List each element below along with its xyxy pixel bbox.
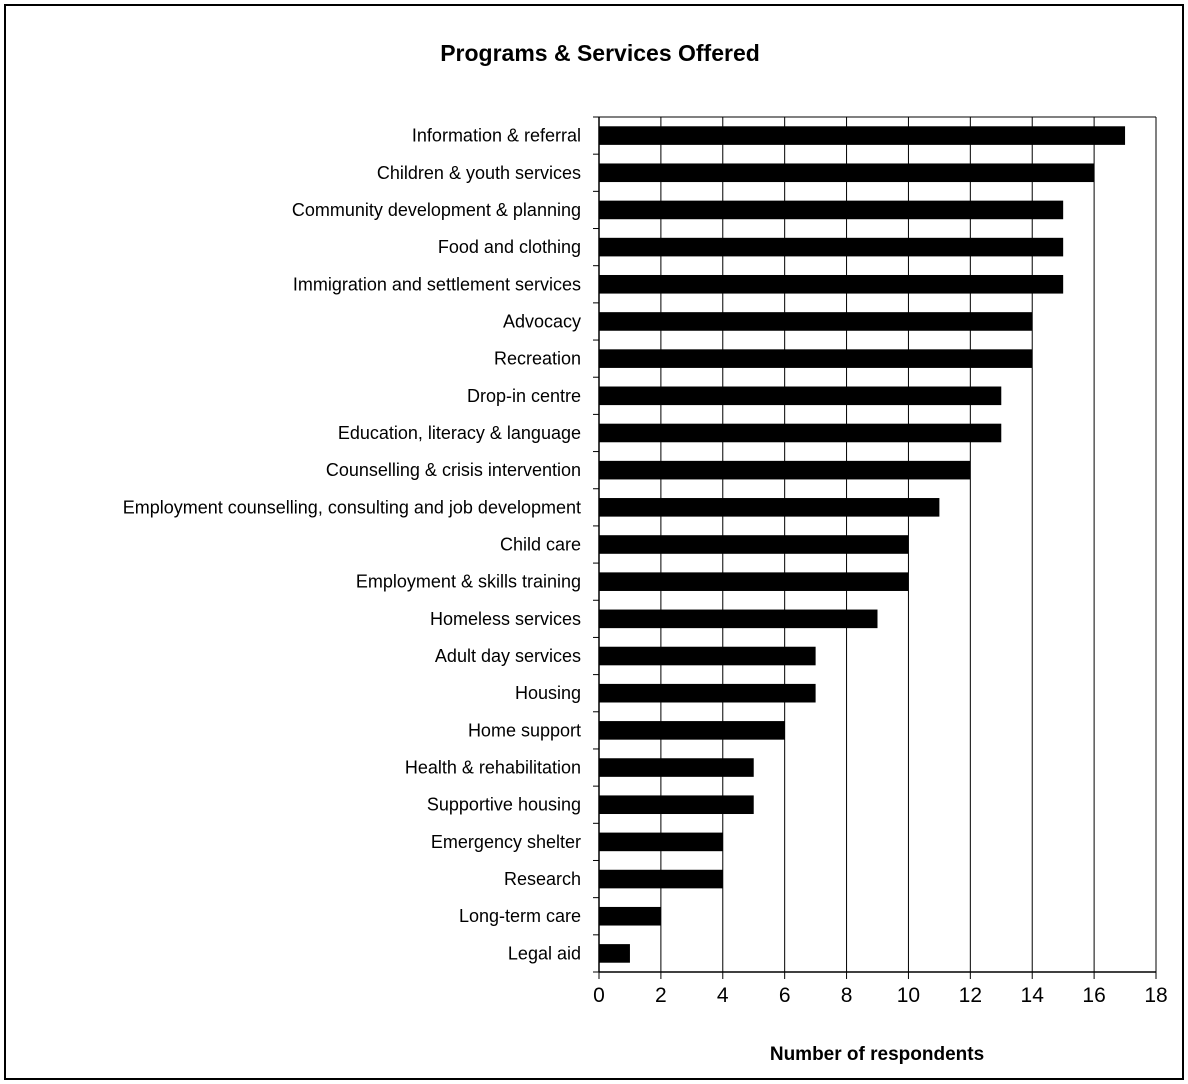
bar — [599, 609, 878, 629]
bar — [599, 944, 630, 963]
category-label: Information & referral — [412, 126, 581, 146]
category-label: Community development & planning — [292, 200, 581, 220]
category-label: Emergency shelter — [431, 832, 581, 852]
bar — [599, 795, 754, 815]
bar — [599, 721, 785, 740]
bar — [599, 386, 1002, 406]
x-tick-label: 18 — [1144, 984, 1167, 1007]
bar — [599, 498, 940, 517]
bar — [599, 163, 1095, 183]
chart-frame — [4, 4, 1184, 1080]
x-tick-label: 8 — [841, 984, 853, 1007]
category-label: Child care — [500, 535, 581, 555]
x-tick-label: 16 — [1082, 984, 1105, 1007]
category-label: Legal aid — [508, 943, 581, 963]
bar — [599, 349, 1033, 368]
x-tick-label: 10 — [897, 984, 920, 1007]
bar — [599, 832, 723, 852]
gridlines — [599, 116, 1157, 972]
bar — [599, 906, 661, 926]
bar — [599, 126, 1126, 145]
bar — [599, 572, 909, 591]
category-label: Advocacy — [503, 311, 581, 331]
category-label: Homeless services — [430, 609, 581, 629]
axes — [593, 116, 1157, 979]
category-label: Children & youth services — [377, 163, 581, 183]
category-labels: Information & referral Children & youth s… — [123, 126, 581, 964]
category-label: Education, literacy & language — [338, 423, 581, 443]
bar — [599, 869, 723, 889]
category-label: Long-term care — [459, 906, 581, 926]
x-tick-label: 0 — [593, 984, 605, 1007]
category-label: Adult day services — [435, 646, 581, 666]
bar — [599, 460, 971, 480]
category-label: Supportive housing — [427, 795, 581, 815]
bar — [599, 683, 816, 703]
bar — [599, 237, 1064, 257]
category-label: Employment & skills training — [356, 572, 581, 592]
category-label: Immigration and settlement services — [293, 274, 581, 294]
bar — [599, 758, 754, 777]
x-tick-label: 4 — [717, 984, 729, 1007]
category-label: Counselling & crisis intervention — [326, 460, 581, 480]
x-tick-label: 6 — [779, 984, 791, 1007]
bar — [599, 423, 1002, 443]
x-tick-label: 2 — [655, 984, 667, 1007]
category-label: Employment counselling, consulting and j… — [123, 497, 581, 517]
category-label: Housing — [515, 683, 581, 703]
bar — [599, 312, 1033, 331]
x-tick-labels: 0 2 4 6 8 10 12 14 16 18 — [593, 984, 1168, 1007]
bar — [599, 200, 1064, 220]
x-tick-label: 14 — [1021, 984, 1045, 1007]
bars — [599, 126, 1126, 963]
category-label: Food and clothing — [438, 237, 581, 257]
category-label: Health & rehabilitation — [405, 758, 581, 778]
category-label: Recreation — [494, 349, 581, 369]
category-label: Research — [504, 869, 581, 889]
category-label: Drop-in centre — [467, 386, 581, 406]
chart-title: Programs & Services Offered — [440, 40, 760, 66]
x-axis-title: Number of respondents — [770, 1044, 984, 1065]
bar — [599, 646, 816, 666]
category-label: Home support — [468, 720, 581, 740]
x-tick-label: 12 — [959, 984, 982, 1007]
bar — [599, 535, 909, 554]
bar — [599, 274, 1064, 294]
